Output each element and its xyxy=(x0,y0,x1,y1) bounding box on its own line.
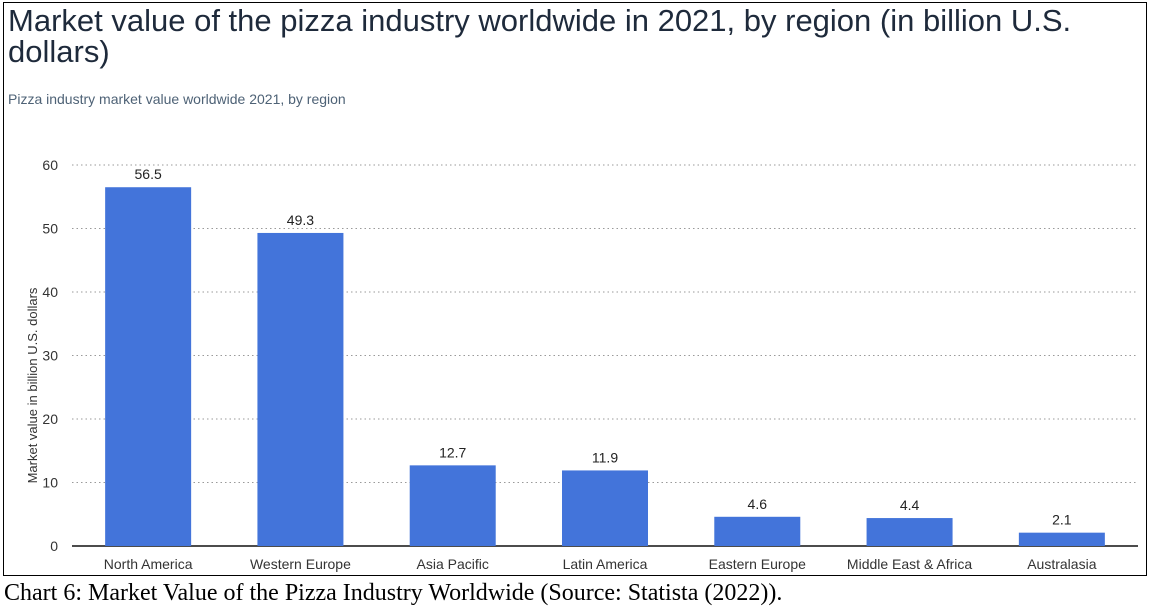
y-tick-label: 50 xyxy=(42,221,58,237)
data-label: 49.3 xyxy=(287,212,314,228)
chart-subtitle: Pizza industry market value worldwide 20… xyxy=(8,91,346,107)
bar xyxy=(409,465,496,546)
y-axis-label: Market value in billion U.S. dollars xyxy=(25,287,40,483)
chart-title: Market value of the pizza industry world… xyxy=(8,3,1072,69)
y-tick-label: 20 xyxy=(42,411,58,427)
bar xyxy=(714,516,801,546)
figure-caption: Chart 6: Market Value of the Pizza Indus… xyxy=(4,580,783,606)
y-tick-label: 0 xyxy=(50,538,58,554)
data-label: 12.7 xyxy=(439,444,466,460)
data-label: 4.6 xyxy=(748,496,768,512)
x-tick-label: Latin America xyxy=(563,556,648,572)
y-tick-label: 10 xyxy=(42,475,58,491)
bar-chart: 0 10 20 30 40 50 60 Market value in billion U.S… xyxy=(25,157,1138,572)
y-tick-label: 40 xyxy=(42,284,58,300)
y-tick-label: 60 xyxy=(42,157,58,173)
bar xyxy=(1018,532,1105,546)
bar xyxy=(105,187,192,546)
bar xyxy=(257,232,344,546)
data-label: 56.5 xyxy=(135,166,162,182)
data-label: 4.4 xyxy=(900,497,920,513)
x-tick-label: Asia Pacific xyxy=(417,556,489,572)
x-tick-label: Western Europe xyxy=(250,556,351,572)
data-label: 11.9 xyxy=(592,449,618,465)
bar xyxy=(866,518,953,546)
x-tick-label: Middle East & Africa xyxy=(847,556,972,572)
x-tick-label: North America xyxy=(104,556,193,572)
x-tick-label: Australasia xyxy=(1027,556,1096,572)
x-tick-label: Eastern Europe xyxy=(709,556,806,572)
bar xyxy=(562,470,648,546)
y-tick-label: 30 xyxy=(42,348,58,364)
data-label: 2.1 xyxy=(1052,512,1072,528)
